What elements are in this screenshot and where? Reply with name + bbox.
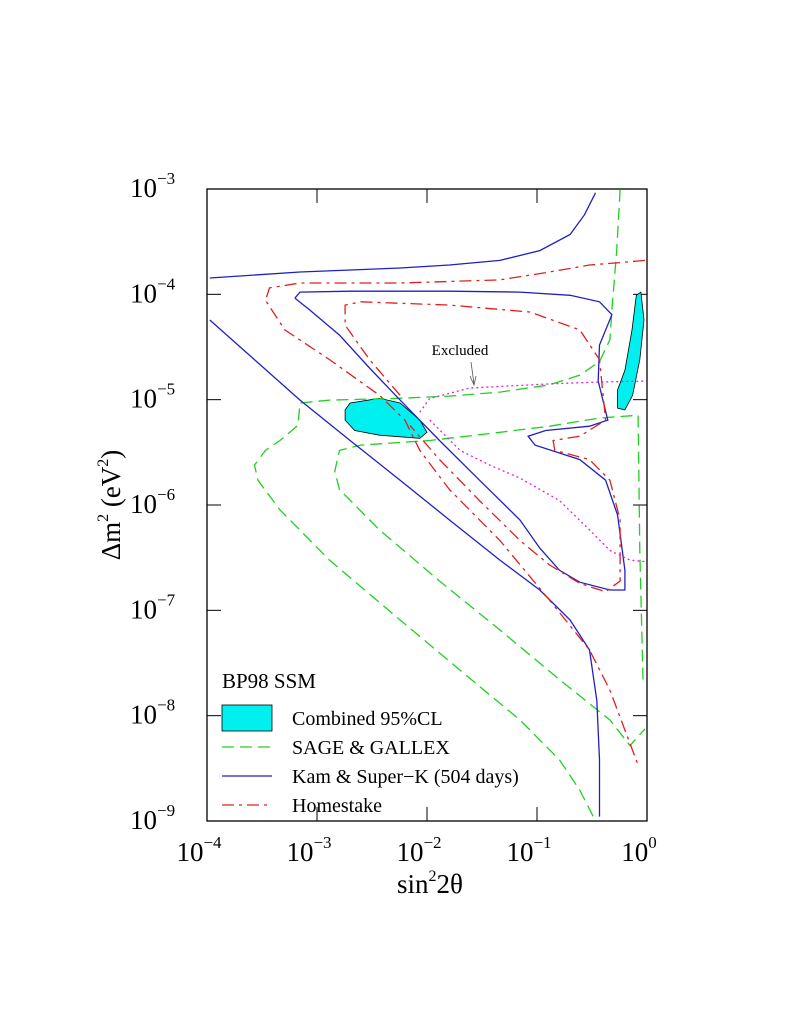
y-axis-label-part: Δm: [96, 522, 126, 560]
y-axis-label: Δm2 (eV2): [95, 450, 126, 561]
y-tick-label: 10−3: [130, 169, 175, 203]
annotation-arrow: [470, 361, 475, 385]
tick-base: 10: [506, 837, 533, 867]
tick-base: 10: [130, 173, 157, 203]
tick-base: 10: [621, 837, 648, 867]
x-axis-label-part: 2θ: [437, 869, 463, 899]
annotation: Excluded: [432, 343, 489, 359]
x-axis-label-part: 2: [429, 868, 437, 885]
tick-exponent: −4: [157, 274, 176, 293]
tick-base: 10: [130, 594, 157, 624]
tick-base: 10: [130, 700, 157, 730]
tick-base: 10: [130, 384, 157, 414]
x-tick-label: 10−1: [506, 833, 551, 867]
contour-line: [419, 380, 646, 563]
tick-exponent: −8: [157, 696, 175, 715]
legend-label: Homestake: [292, 795, 382, 817]
tick-exponent: −3: [313, 833, 331, 852]
x-tick-label: 100: [621, 833, 657, 867]
tick-exponent: −7: [157, 590, 176, 609]
legend-swatch: [221, 704, 273, 732]
contour-line: [253, 189, 646, 822]
legend-label: Combined 95%CL: [292, 708, 443, 730]
x-axis-label-part: sin: [397, 869, 429, 899]
tick-exponent: −9: [157, 801, 175, 820]
y-tick-label: 10−9: [130, 801, 175, 835]
contour-region: [344, 291, 645, 439]
annotation-arrowhead: [469, 375, 477, 387]
tick-exponent: −4: [203, 833, 222, 852]
y-tick-label: 10−8: [130, 696, 175, 730]
tick-base: 10: [130, 489, 157, 519]
legend-title: BP98 SSM: [222, 669, 316, 693]
y-axis-label-part: 2: [95, 514, 112, 522]
x-tick-label: 10−2: [396, 833, 441, 867]
tick-base: 10: [286, 837, 313, 867]
tick-exponent: −5: [157, 380, 175, 399]
y-axis-label-part: (eV: [96, 466, 126, 514]
tick-base: 10: [130, 805, 157, 835]
tick-exponent: 0: [648, 833, 657, 852]
tick-base: 10: [176, 837, 203, 867]
tick-exponent: −3: [157, 169, 175, 188]
y-axis-label-part: 2: [95, 459, 112, 467]
y-tick-label: 10−4: [130, 274, 176, 308]
y-tick-label: 10−7: [130, 590, 176, 624]
tick-base: 10: [130, 278, 157, 308]
legend-label: SAGE & GALLEX: [292, 737, 450, 759]
y-axis-label-part: ): [96, 450, 126, 459]
tick-base: 10: [396, 837, 423, 867]
y-tick-label: 10−6: [130, 485, 175, 519]
tick-exponent: −6: [157, 485, 175, 504]
tick-exponent: −1: [533, 833, 551, 852]
x-tick-label: 10−4: [176, 833, 222, 867]
legend-label: Kam & Super−K (504 days): [292, 766, 519, 788]
contour-line: [209, 192, 626, 817]
x-tick-label: 10−3: [286, 833, 331, 867]
tick-exponent: −2: [423, 833, 441, 852]
contour-line: [264, 259, 646, 766]
x-axis-label: sin22θ: [397, 868, 463, 899]
y-tick-label: 10−5: [130, 380, 175, 414]
